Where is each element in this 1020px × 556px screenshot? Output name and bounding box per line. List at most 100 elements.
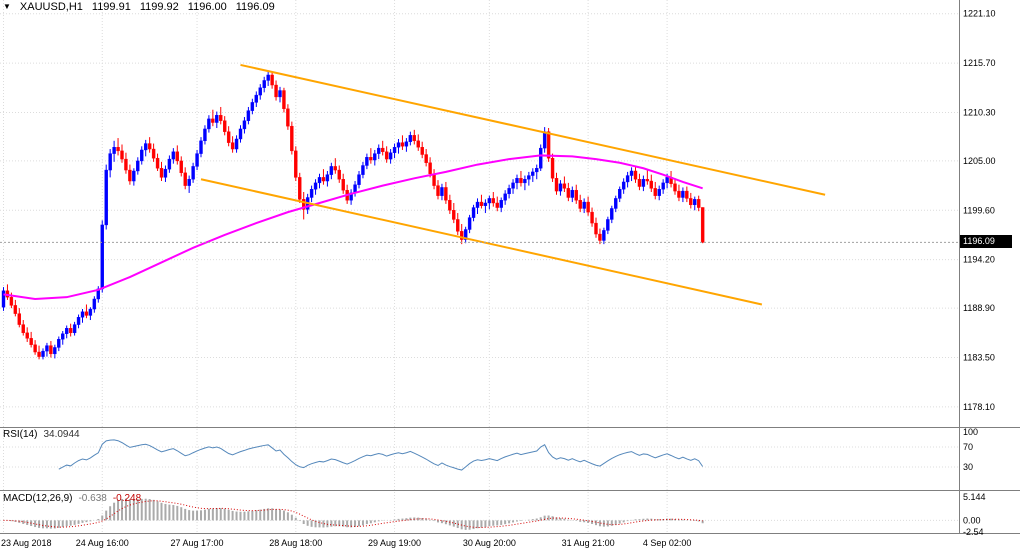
candle-body xyxy=(337,169,341,180)
rsi-name: RSI(14) xyxy=(3,429,38,440)
candle-body xyxy=(361,165,365,175)
candle-body xyxy=(590,211,594,224)
candle-body xyxy=(598,233,602,241)
candle-body xyxy=(503,193,507,201)
candle-body xyxy=(594,222,598,235)
candle-body xyxy=(369,157,373,161)
candle-body xyxy=(685,190,689,199)
candle-body xyxy=(542,131,547,149)
candle-body xyxy=(136,160,140,172)
candle-body xyxy=(183,172,187,186)
grid-layer xyxy=(0,0,958,533)
candle-body xyxy=(80,311,85,318)
high-value: 1199.92 xyxy=(139,1,179,13)
candle-body xyxy=(479,201,484,206)
candle-body xyxy=(637,179,642,187)
price-axis-label[interactable]: 1221.10 xyxy=(963,9,996,19)
price-axis-label[interactable]: 1183.50 xyxy=(963,353,995,363)
candle-body xyxy=(147,143,152,150)
price-axis-label[interactable]: 1178.10 xyxy=(963,402,995,412)
candle-body xyxy=(171,151,176,160)
price-axis-label[interactable]: 1188.90 xyxy=(963,303,995,313)
candle-body xyxy=(203,128,207,142)
candle-body xyxy=(586,201,590,213)
candle-body xyxy=(270,74,274,86)
close-value: 1196.09 xyxy=(235,1,275,13)
candle-body xyxy=(653,188,657,196)
price-axis-label[interactable]: 1215.70 xyxy=(963,58,996,68)
candle-body xyxy=(341,179,345,191)
candle-body xyxy=(258,87,262,96)
rsi-indicator-label: RSI(14) 34.0944 xyxy=(3,429,86,440)
candle-body xyxy=(412,135,416,142)
candle-body xyxy=(463,229,468,240)
candle-body xyxy=(487,198,492,204)
candle-body xyxy=(17,313,21,325)
candle-body xyxy=(408,135,413,142)
candle-body xyxy=(199,140,203,154)
candle-body xyxy=(578,200,582,209)
candle-body xyxy=(61,333,65,340)
candle-body xyxy=(1,290,6,308)
candle-body xyxy=(317,177,322,184)
symbol-timeframe-label: XAUUSD,H1 xyxy=(19,1,83,13)
candle-body xyxy=(13,305,18,314)
price-axis-label[interactable]: 1205.00 xyxy=(963,156,996,166)
candle-body xyxy=(618,189,622,199)
candle-body xyxy=(179,160,183,174)
candle-body xyxy=(693,199,697,206)
candle-body xyxy=(274,84,278,98)
candle-body xyxy=(234,138,239,150)
time-axis-label[interactable]: 24 Aug 16:00 xyxy=(76,538,129,548)
candle-body xyxy=(282,90,286,110)
candle-body xyxy=(499,200,503,208)
candle-body xyxy=(9,296,14,306)
time-axis-label[interactable]: 23 Aug 2018 xyxy=(1,538,52,548)
candle-body xyxy=(112,147,116,154)
time-axis-label[interactable]: 27 Aug 17:00 xyxy=(171,538,224,548)
candle-body xyxy=(649,180,653,189)
candle-body xyxy=(535,168,539,173)
price-axis-label[interactable]: 1210.30 xyxy=(963,107,996,117)
candle-body xyxy=(207,118,211,130)
candle-body xyxy=(377,147,381,154)
time-axis-label[interactable]: 31 Aug 21:00 xyxy=(562,538,615,548)
lower-channel-trendline[interactable] xyxy=(200,178,763,306)
candle-body xyxy=(302,199,306,210)
time-axis-label[interactable]: 28 Aug 18:00 xyxy=(269,538,322,548)
candle-body xyxy=(456,219,460,232)
time-axis-label[interactable]: 4 Sep 02:00 xyxy=(643,538,692,548)
candle-body xyxy=(33,344,37,353)
series-layer xyxy=(1,70,705,530)
candle-body xyxy=(294,150,298,178)
candle-body xyxy=(128,169,132,182)
rsi-value: 34.0944 xyxy=(43,429,80,440)
candle-body xyxy=(21,324,25,334)
candle-body xyxy=(554,178,559,192)
candle-body xyxy=(37,351,41,357)
price-axis-label[interactable]: 1199.60 xyxy=(963,205,995,215)
time-axis-label[interactable]: 29 Aug 19:00 xyxy=(368,538,421,548)
upper-channel-trendline[interactable] xyxy=(240,63,826,196)
symbol-dropdown-icon[interactable]: ▼ xyxy=(3,2,11,11)
candle-body xyxy=(452,210,456,220)
candle-body xyxy=(629,170,634,176)
candle-body xyxy=(673,183,677,192)
candle-body xyxy=(219,115,223,121)
candle-body xyxy=(574,189,578,201)
current-price-tag: 1196.09 xyxy=(960,235,1012,249)
candle-body xyxy=(602,230,606,241)
candle-body xyxy=(570,189,574,198)
price-axis-label[interactable]: 1194.20 xyxy=(963,255,995,265)
candle-body xyxy=(64,328,69,334)
candle-body xyxy=(254,94,259,103)
candle-body xyxy=(290,125,294,152)
time-axis-label[interactable]: 30 Aug 20:00 xyxy=(463,538,516,548)
candle-body xyxy=(471,207,476,218)
candle-body xyxy=(491,198,495,204)
rsi-axis-label: 70 xyxy=(963,442,973,452)
candle-body xyxy=(381,147,385,152)
candle-body xyxy=(428,162,432,174)
